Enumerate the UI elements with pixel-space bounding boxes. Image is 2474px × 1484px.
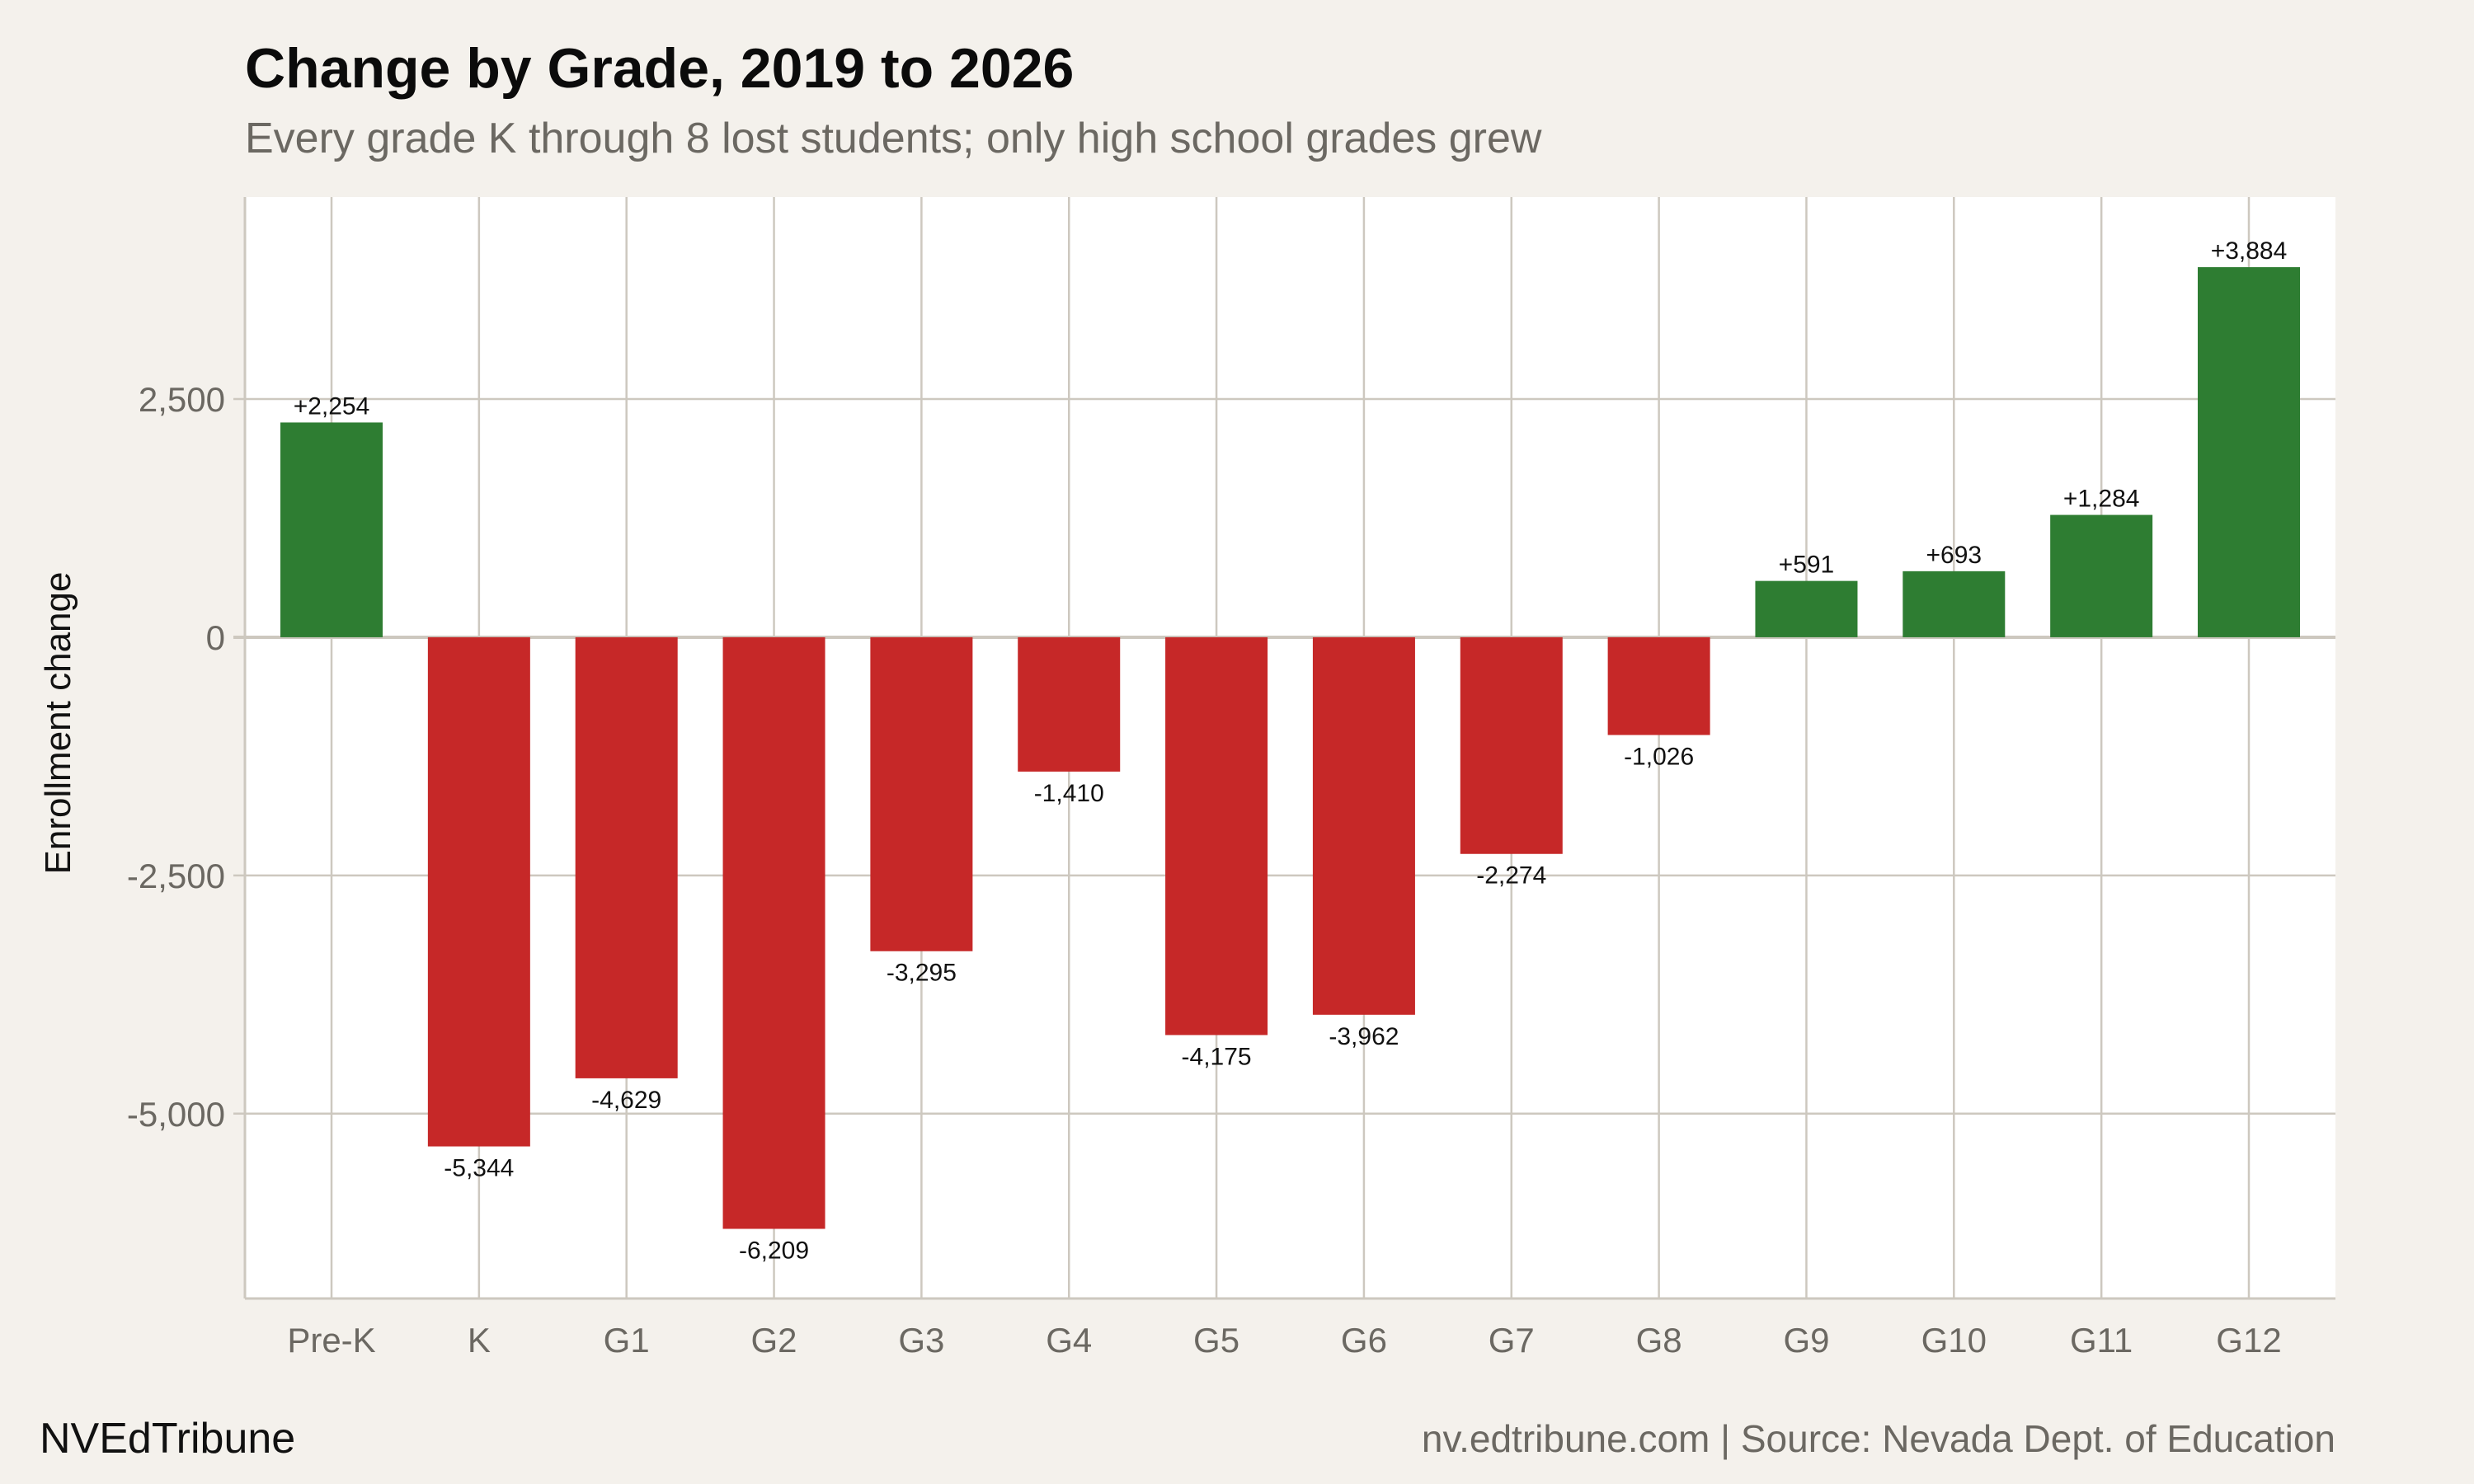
data-label: -5,344 [444,1155,514,1182]
data-label: +1,284 [2063,486,2140,513]
data-label: +2,254 [294,392,370,420]
x-tick-label: G4 [1046,1321,1092,1360]
bar-g3 [870,636,973,951]
chart-title: Change by Grade, 2019 to 2026 [245,37,1075,100]
bar-g4 [1018,636,1121,772]
x-tick-label: G10 [1921,1321,1987,1360]
bar-g9 [1755,580,1858,637]
data-label: -3,295 [887,960,957,987]
data-label: +591 [1779,552,1835,579]
data-label: -4,629 [591,1087,661,1114]
y-tick-label: -5,000 [127,1095,225,1134]
x-tick-label: Pre-K [287,1321,375,1360]
bar-g2 [722,636,825,1229]
x-tick-label: G8 [1636,1321,1682,1360]
chart-subtitle: Every grade K through 8 lost students; o… [245,115,1542,162]
x-tick-label: K [468,1321,491,1360]
x-tick-label: G7 [1489,1321,1535,1360]
x-tick-label: G3 [898,1321,944,1360]
x-tick-label: G11 [2070,1321,2133,1360]
bar-g10 [1903,571,2006,637]
data-label: -2,274 [1476,862,1546,890]
x-tick-label: G6 [1341,1321,1387,1360]
x-tick-label: G1 [604,1321,650,1360]
plot-panel [245,197,2335,1298]
y-axis-title: Enrollment change [38,572,78,875]
bar-g1 [575,636,678,1078]
x-tick-label: G5 [1193,1321,1239,1360]
bar-g12 [2198,267,2300,637]
bar-g7 [1460,636,1563,854]
x-tick-label: G9 [1783,1321,1829,1360]
bar-g11 [2050,514,2153,637]
y-tick-label: -2,500 [127,857,225,895]
brand-name: NVEdTribune [40,1415,296,1463]
data-label: -4,175 [1182,1043,1252,1070]
x-tick-label: G2 [751,1321,797,1360]
data-label: +3,884 [2211,237,2288,265]
bar-k [427,636,530,1147]
source-credit: nv.edtribune.com | Source: Nevada Dept. … [1421,1417,2335,1460]
bar-g8 [1607,636,1710,735]
data-label: -1,410 [1034,780,1104,807]
bar-g5 [1165,636,1268,1036]
bar-pre-k [280,422,383,637]
y-tick-label: 0 [206,618,225,657]
y-tick-label: 2,500 [139,380,225,419]
bar-g6 [1312,636,1415,1015]
x-tick-label: G12 [2216,1321,2281,1360]
data-label: -6,209 [739,1237,809,1265]
data-label: -1,026 [1624,744,1694,771]
data-label: -3,962 [1329,1023,1399,1050]
data-label: +693 [1926,542,1982,569]
